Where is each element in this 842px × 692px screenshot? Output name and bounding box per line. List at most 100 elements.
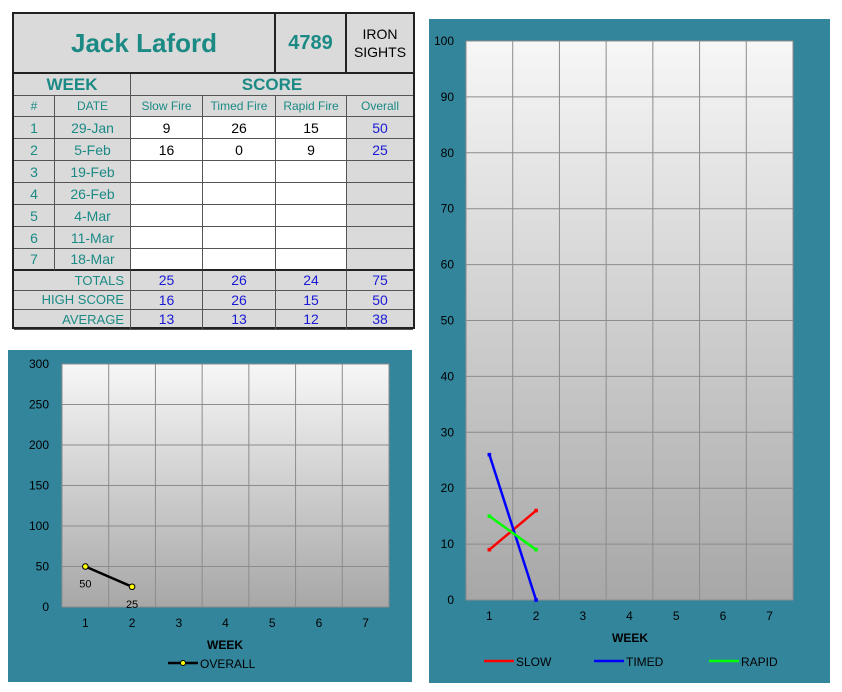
y-tick-label: 80 bbox=[441, 146, 455, 160]
summary-slow: 13 bbox=[131, 310, 203, 330]
y-tick-label: 20 bbox=[441, 481, 455, 495]
summary-overall: 38 bbox=[347, 310, 413, 330]
data-point bbox=[534, 508, 538, 513]
col-header-overall: Overall bbox=[347, 96, 413, 117]
summary-timed: 13 bbox=[203, 310, 276, 330]
score-timed bbox=[203, 205, 276, 227]
summary-overall: 50 bbox=[347, 291, 413, 310]
sight-type: IRON SIGHTS bbox=[347, 14, 413, 74]
score-slow bbox=[131, 161, 203, 183]
legend-label-rapid: RAPID bbox=[741, 655, 778, 669]
week-group-header: WEEK bbox=[14, 74, 131, 96]
y-tick-label: 100 bbox=[29, 519, 49, 533]
score-timed bbox=[203, 227, 276, 249]
x-tick-label: 5 bbox=[673, 609, 680, 623]
x-tick-label: 4 bbox=[626, 609, 633, 623]
legend-label-overall: OVERALL bbox=[200, 657, 256, 671]
y-tick-label: 10 bbox=[441, 537, 455, 551]
score-rapid bbox=[276, 227, 347, 249]
x-tick-label: 7 bbox=[362, 616, 369, 630]
score-overall bbox=[347, 205, 413, 227]
x-tick-label: 1 bbox=[82, 616, 89, 630]
score-group-header: SCORE bbox=[131, 74, 413, 96]
row-num: 7 bbox=[14, 249, 55, 271]
summary-overall: 75 bbox=[347, 271, 413, 291]
row-date: 11-Mar bbox=[55, 227, 131, 249]
y-tick-label: 60 bbox=[441, 258, 455, 272]
x-tick-label: 6 bbox=[720, 609, 727, 623]
data-label: 25 bbox=[126, 599, 138, 611]
data-point bbox=[128, 583, 136, 591]
y-tick-label: 100 bbox=[434, 34, 454, 48]
row-num: 2 bbox=[14, 139, 55, 161]
score-timed: 0 bbox=[203, 139, 276, 161]
col-header-timed: Timed Fire bbox=[203, 96, 276, 117]
overall-chart: 0 50 100 150 200 250 300 1 2 3 4 5 6 7 50 25 WEEK OVE… bbox=[8, 350, 412, 682]
score-overall bbox=[347, 249, 413, 271]
score-timed: 26 bbox=[203, 117, 276, 139]
data-point bbox=[534, 598, 538, 602]
x-axis-label: WEEK bbox=[612, 631, 648, 645]
score-rapid: 15 bbox=[276, 117, 347, 139]
y-tick-label: 250 bbox=[29, 398, 49, 412]
col-header-slow: Slow Fire bbox=[131, 96, 203, 117]
row-num: 4 bbox=[14, 183, 55, 205]
row-num: 5 bbox=[14, 205, 55, 227]
score-table: Jack Laford 4789 IRON SIGHTS WEEK SCORE … bbox=[12, 12, 415, 330]
score-overall bbox=[347, 183, 413, 205]
summary-label: AVERAGE bbox=[14, 310, 131, 330]
score-slow bbox=[131, 205, 203, 227]
score-overall bbox=[347, 161, 413, 183]
score-rapid bbox=[276, 205, 347, 227]
y-tick-label: 40 bbox=[441, 369, 455, 383]
score-slow bbox=[131, 227, 203, 249]
score-slow: 16 bbox=[131, 139, 203, 161]
y-tick-label: 70 bbox=[441, 202, 455, 216]
x-tick-label: 1 bbox=[486, 609, 493, 623]
summary-timed: 26 bbox=[203, 271, 276, 291]
y-tick-label: 300 bbox=[29, 357, 49, 371]
row-date: 26-Feb bbox=[55, 183, 131, 205]
legend: SLOW TIMED RAPID bbox=[484, 655, 778, 669]
legend-marker-overall bbox=[180, 660, 186, 666]
summary-slow: 16 bbox=[131, 290, 203, 310]
x-tick-label: 3 bbox=[175, 616, 182, 630]
x-tick-label: 6 bbox=[316, 616, 323, 630]
series-line-overall bbox=[84, 565, 133, 588]
legend: OVERALL bbox=[168, 657, 256, 671]
summary-rapid: 24 bbox=[276, 271, 347, 291]
summary-label: TOTALS bbox=[14, 271, 131, 291]
data-point bbox=[487, 452, 492, 457]
row-date: 18-Mar bbox=[55, 249, 131, 271]
summary-slow: 25 bbox=[131, 271, 203, 291]
y-tick-label: 90 bbox=[441, 90, 455, 104]
legend-label-slow: SLOW bbox=[516, 655, 552, 669]
col-header-num: # bbox=[14, 96, 55, 117]
row-num: 3 bbox=[14, 161, 55, 183]
score-slow bbox=[131, 183, 203, 205]
summary-timed: 26 bbox=[203, 290, 276, 310]
score-timed bbox=[203, 249, 276, 271]
x-tick-label: 5 bbox=[269, 616, 276, 630]
row-date: 19-Feb bbox=[55, 161, 131, 183]
score-rapid bbox=[276, 183, 347, 205]
score-overall: 50 bbox=[347, 117, 413, 139]
x-tick-label: 7 bbox=[766, 609, 773, 623]
data-point bbox=[82, 563, 89, 570]
row-num: 6 bbox=[14, 227, 55, 249]
x-tick-label: 2 bbox=[533, 609, 540, 623]
y-tick-label: 30 bbox=[441, 425, 455, 439]
y-tick-label: 50 bbox=[441, 314, 455, 328]
x-tick-label: 4 bbox=[222, 616, 229, 630]
row-date: 29-Jan bbox=[55, 117, 131, 139]
score-overall: 25 bbox=[347, 139, 413, 161]
y-tick-label: 150 bbox=[29, 479, 49, 493]
col-header-date: DATE bbox=[55, 96, 131, 117]
y-tick-label: 0 bbox=[42, 600, 49, 614]
y-tick-label: 50 bbox=[36, 560, 50, 574]
x-tick-label: 3 bbox=[579, 609, 586, 623]
summary-rapid: 15 bbox=[276, 290, 347, 310]
x-axis-label: WEEK bbox=[207, 638, 243, 652]
x-tick-label: 2 bbox=[129, 616, 136, 630]
data-point bbox=[487, 547, 492, 552]
